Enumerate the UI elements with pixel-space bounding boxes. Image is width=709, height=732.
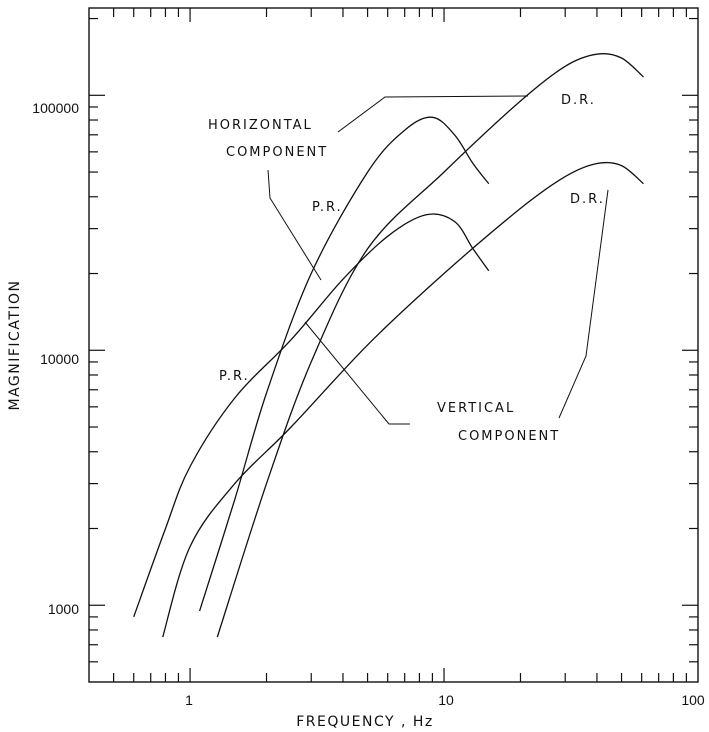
annotation-vertical: VERTICAL — [437, 401, 515, 416]
x-tick-label-1: 1 — [185, 692, 193, 708]
leader-horizontal-dr — [337, 95, 529, 133]
annotation-horizontal: HORIZONTAL — [208, 118, 313, 133]
leader-vertical-pr — [304, 321, 410, 425]
annotation-leaders — [267, 95, 609, 425]
label-vertical-pr: P.R. — [219, 369, 250, 384]
x-tick-label-100: 100 — [681, 692, 705, 708]
plot-frame — [88, 7, 699, 683]
curve-horizontal-pr — [198, 116, 490, 612]
y-tick-label-1000: 1000 — [48, 601, 79, 617]
x-tick-label-10: 10 — [438, 692, 454, 708]
label-vertical-dr: D.R. — [570, 192, 605, 207]
label-horizontal-pr: P.R. — [312, 200, 343, 215]
label-horizontal-dr: D.R. — [561, 93, 596, 108]
y-tick-label-10000: 10000 — [40, 351, 79, 367]
leader-horizontal-pr — [267, 169, 322, 281]
curves — [133, 53, 644, 638]
curve-vertical-dr — [162, 161, 644, 638]
annotation-horizontal-component: COMPONENT — [226, 145, 328, 160]
annotation-vertical-component: COMPONENT — [458, 429, 560, 444]
leader-vertical-dr — [558, 189, 609, 419]
curve-vertical-pr — [133, 213, 490, 618]
x-axis-title: FREQUENCY , Hz — [296, 714, 434, 730]
y-tick-label-100000: 100000 — [32, 100, 79, 116]
axis-ticks — [89, 8, 698, 682]
y-axis-title: MAGNIFICATION — [7, 280, 23, 411]
curve-horizontal-dr — [216, 53, 644, 638]
